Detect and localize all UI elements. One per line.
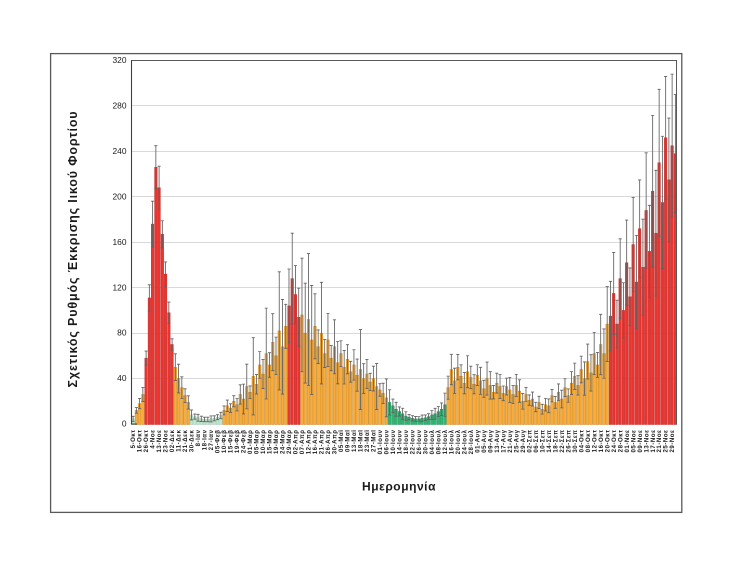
svg-text:08-Οκτ: 08-Οκτ — [586, 430, 592, 453]
svg-text:4-Νοε: 4-Νοε — [151, 430, 157, 449]
svg-text:12-Απρ: 12-Απρ — [307, 430, 313, 455]
svg-text:01-Αυγ: 01-Αυγ — [475, 429, 481, 452]
svg-text:09-Μαϊ: 09-Μαϊ — [346, 430, 352, 452]
svg-text:Σχετικός Ρυθμός Έκκρισης Ιικού: Σχετικός Ρυθμός Έκκρισης Ιικού Φορτίου — [66, 111, 80, 388]
svg-text:30-Δεκ: 30-Δεκ — [190, 429, 196, 452]
svg-text:23-Μαϊ: 23-Μαϊ — [365, 430, 371, 452]
svg-text:24-Ιουλ: 24-Ιουλ — [462, 429, 468, 454]
svg-text:21-Αυγ: 21-Αυγ — [508, 429, 514, 452]
svg-text:28-Ιουλ: 28-Ιουλ — [469, 429, 475, 454]
svg-text:27-Ιαν: 27-Ιαν — [209, 429, 215, 450]
svg-text:25-Αυγ: 25-Αυγ — [514, 429, 520, 452]
svg-text:14-Σεπ: 14-Σεπ — [547, 430, 553, 453]
svg-text:05-Φεβ: 05-Φεβ — [216, 430, 222, 454]
svg-text:24-Οκτ: 24-Οκτ — [612, 430, 618, 453]
svg-text:21-Δεκ: 21-Δεκ — [183, 429, 189, 452]
svg-text:06-Ιουν: 06-Ιουν — [384, 429, 390, 454]
svg-text:29-Νοε: 29-Νοε — [670, 430, 676, 453]
svg-text:21-Νοε: 21-Νοε — [657, 430, 663, 453]
svg-text:13-Νοε: 13-Νοε — [644, 430, 650, 453]
svg-text:16-Οκτ: 16-Οκτ — [138, 430, 144, 453]
svg-text:26-Ιουν: 26-Ιουν — [417, 429, 423, 454]
svg-text:160: 160 — [113, 237, 127, 247]
svg-text:27-Μαϊ: 27-Μαϊ — [372, 430, 378, 452]
svg-text:Ημερομηνία: Ημερομηνία — [362, 480, 436, 494]
svg-text:15-Φεβ: 15-Φεβ — [229, 430, 235, 454]
svg-text:04-Οκτ: 04-Οκτ — [579, 430, 585, 453]
svg-text:14-Ιουν: 14-Ιουν — [397, 429, 403, 454]
svg-text:01-Ιουν: 01-Ιουν — [378, 429, 384, 454]
svg-text:18-Μαϊ: 18-Μαϊ — [359, 430, 365, 452]
svg-text:28-Οκτ: 28-Οκτ — [618, 430, 624, 453]
svg-text:12-Ιουλ: 12-Ιουλ — [443, 429, 449, 454]
svg-text:18-Σεπ: 18-Σεπ — [553, 430, 559, 453]
svg-text:15-Μαρ: 15-Μαρ — [268, 430, 274, 455]
svg-text:18-Ιαν: 18-Ιαν — [203, 429, 209, 450]
svg-text:10-Ιουν: 10-Ιουν — [391, 429, 397, 454]
svg-text:30-Σεπ: 30-Σεπ — [573, 430, 579, 453]
svg-text:05-Νοε: 05-Νοε — [631, 430, 637, 453]
svg-text:120: 120 — [113, 282, 127, 292]
svg-text:320: 320 — [113, 55, 127, 65]
svg-text:16-Απρ: 16-Απρ — [313, 430, 319, 455]
svg-text:09-Αυγ: 09-Αυγ — [488, 429, 494, 452]
svg-text:40: 40 — [117, 373, 127, 383]
svg-text:5-Οκτ: 5-Οκτ — [131, 430, 137, 449]
svg-text:19-Μαρ: 19-Μαρ — [274, 430, 280, 455]
svg-text:05-Μαρ: 05-Μαρ — [255, 430, 261, 455]
svg-text:240: 240 — [113, 146, 127, 156]
svg-text:26-Απρ: 26-Απρ — [326, 430, 332, 455]
svg-text:24-Μαρ: 24-Μαρ — [281, 430, 287, 455]
svg-text:02-Δεκ: 02-Δεκ — [170, 429, 176, 452]
svg-text:13-Νοε: 13-Νοε — [157, 430, 163, 453]
svg-text:10-Σεπ: 10-Σεπ — [540, 430, 546, 453]
svg-text:19-Φεβ: 19-Φεβ — [235, 430, 241, 454]
svg-text:13-Μαϊ: 13-Μαϊ — [352, 430, 358, 452]
svg-text:06-Σεπ: 06-Σεπ — [534, 430, 540, 453]
svg-text:09-Νοε: 09-Νοε — [638, 430, 644, 453]
svg-text:26-Σεπ: 26-Σεπ — [566, 430, 572, 453]
svg-text:80: 80 — [117, 328, 127, 338]
svg-text:20-Οκτ: 20-Οκτ — [605, 430, 611, 453]
svg-text:280: 280 — [113, 101, 127, 111]
svg-text:01-Μαρ: 01-Μαρ — [248, 430, 254, 455]
svg-text:07-Απρ: 07-Απρ — [300, 430, 306, 455]
svg-text:02-Σεπ: 02-Σεπ — [527, 430, 533, 453]
svg-text:30-Ιουν: 30-Ιουν — [423, 429, 429, 454]
svg-text:23-Νοε: 23-Νοε — [164, 430, 170, 453]
svg-text:8-Ιαν: 8-Ιαν — [196, 429, 202, 446]
svg-text:02-Απρ: 02-Απρ — [294, 430, 300, 455]
svg-text:01-Νοε: 01-Νοε — [625, 430, 631, 453]
svg-text:29-Αυγ: 29-Αυγ — [521, 429, 527, 452]
svg-text:04-Ιουλ: 04-Ιουλ — [430, 429, 436, 454]
svg-text:13-Αυγ: 13-Αυγ — [495, 429, 501, 452]
svg-text:11-Δεκ: 11-Δεκ — [177, 429, 183, 451]
svg-text:26-Οκτ: 26-Οκτ — [144, 430, 150, 453]
svg-text:20-Ιουλ: 20-Ιουλ — [456, 429, 462, 454]
svg-text:16-Οκτ: 16-Οκτ — [599, 430, 605, 453]
svg-text:21-Απρ: 21-Απρ — [320, 430, 326, 455]
svg-text:17-Αυγ: 17-Αυγ — [501, 429, 507, 452]
svg-text:17-Νοε: 17-Νοε — [651, 430, 657, 453]
svg-text:200: 200 — [113, 191, 127, 201]
svg-text:10-Φεβ: 10-Φεβ — [222, 430, 228, 454]
svg-text:25-Νοε: 25-Νοε — [664, 430, 670, 453]
svg-text:08-Ιουλ: 08-Ιουλ — [436, 429, 442, 454]
svg-text:22-Σεπ: 22-Σεπ — [560, 430, 566, 453]
svg-text:12-Οκτ: 12-Οκτ — [592, 430, 598, 453]
svg-text:29-Μαρ: 29-Μαρ — [287, 430, 293, 455]
svg-text:05-Αυγ: 05-Αυγ — [482, 429, 488, 452]
svg-text:16-Ιουλ: 16-Ιουλ — [449, 429, 455, 454]
svg-text:05-Μαϊ: 05-Μαϊ — [339, 430, 345, 452]
svg-text:24-Φεβ: 24-Φεβ — [242, 430, 248, 454]
svg-text:22-Ιουν: 22-Ιουν — [410, 429, 416, 454]
svg-text:0: 0 — [122, 419, 127, 429]
svg-text:18-Ιουν: 18-Ιουν — [404, 429, 410, 454]
svg-text:10-Μαρ: 10-Μαρ — [261, 430, 267, 455]
svg-text:30-Απρ: 30-Απρ — [333, 430, 339, 455]
